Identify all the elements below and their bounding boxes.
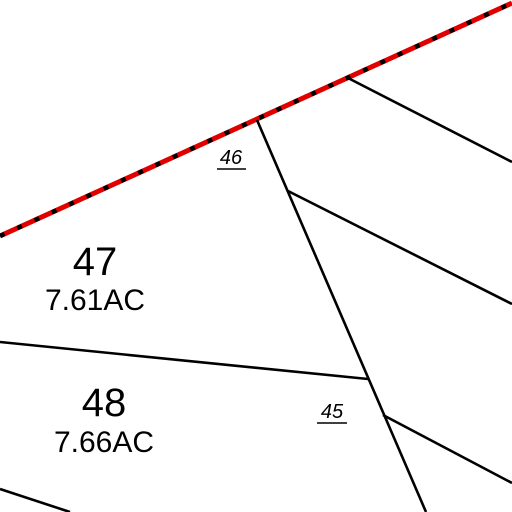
lot-line-6 bbox=[0, 487, 71, 512]
lot-48-number: 48 bbox=[82, 381, 127, 425]
lot-line-2 bbox=[255, 119, 428, 512]
lot-line-3 bbox=[287, 189, 512, 306]
lot-48-area: 7.66AC bbox=[54, 426, 154, 459]
property-boundary bbox=[0, 0, 512, 239]
boundary-red-line bbox=[0, 0, 512, 239]
lot-line-4 bbox=[0, 340, 369, 381]
lot-45-number: 45 bbox=[321, 401, 344, 423]
lot-47-number: 47 bbox=[73, 240, 118, 284]
parcel-lines bbox=[0, 76, 512, 512]
lot-47-area: 7.61AC bbox=[45, 284, 145, 317]
lot-46-label: 46 bbox=[217, 147, 246, 170]
lot-46-number: 46 bbox=[220, 147, 243, 169]
lot-45-label: 45 bbox=[317, 401, 347, 424]
lot-line-5 bbox=[382, 413, 512, 485]
lot-48-label: 48 7.66AC bbox=[54, 381, 154, 459]
lot-47-label: 47 7.61AC bbox=[45, 240, 145, 317]
lot-line-1 bbox=[347, 76, 512, 164]
